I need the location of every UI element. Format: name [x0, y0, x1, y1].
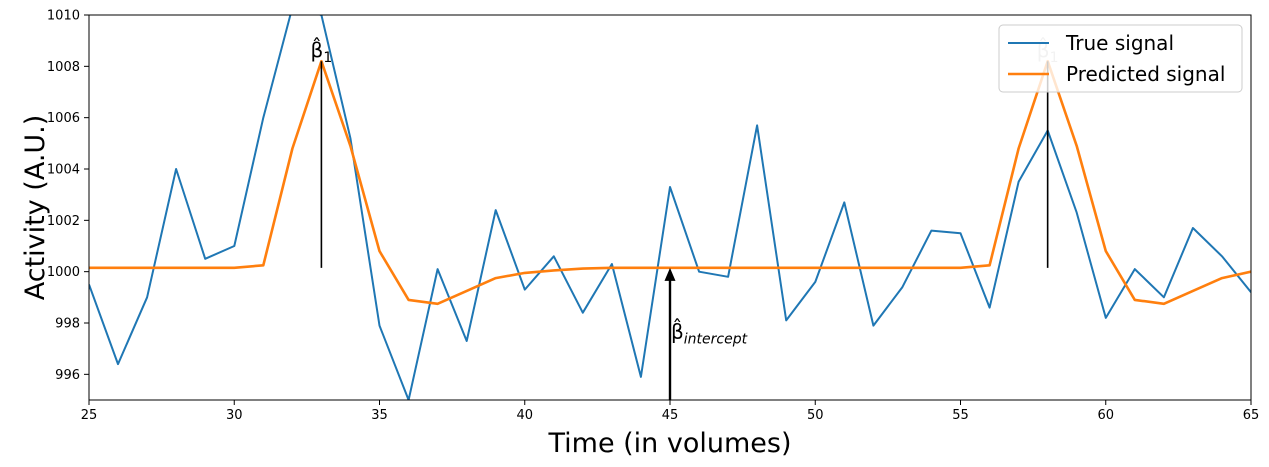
y-tick-label: 1000 [47, 265, 80, 280]
intercept-label: β̂intercept [671, 319, 748, 348]
y-tick-label: 1004 [47, 163, 80, 178]
beta1-symbol: β̂ [311, 38, 324, 63]
x-axis-label: Time (in volumes) [547, 428, 791, 459]
series-line-2 [89, 59, 1251, 306]
legend-label: Predicted signal [1066, 62, 1225, 86]
legend: True signal Predicted signal [998, 24, 1243, 93]
beta1-label: β̂1 [311, 38, 333, 67]
intercept-arrow-head [664, 267, 676, 281]
y-axis: 996 998 1000 1002 1004 1006 1008 1010 [47, 9, 89, 383]
x-axis: 25 30 35 40 45 50 55 60 65 [81, 400, 1260, 423]
intercept-symbol: β̂ [671, 319, 684, 344]
y-tick-label: 1006 [47, 111, 80, 126]
x-tick-label: 30 [226, 408, 243, 423]
y-tick-label: 1008 [47, 60, 80, 75]
legend-label: True signal [1065, 31, 1174, 55]
series-line-1 [89, 15, 1251, 400]
y-tick-label: 1010 [47, 9, 80, 24]
legend-box [998, 24, 1243, 93]
x-tick-label: 40 [516, 408, 533, 423]
x-tick-label: 60 [1097, 408, 1114, 423]
y-tick-label: 996 [55, 368, 80, 383]
x-tick-label: 55 [952, 408, 969, 423]
x-tick-label: 35 [371, 408, 388, 423]
y-tick-label: 998 [55, 317, 80, 332]
intercept-subscript: intercept [684, 331, 748, 347]
x-tick-label: 65 [1243, 408, 1260, 423]
x-tick-label: 45 [662, 408, 679, 423]
y-axis-label: Activity (A.U.) [20, 115, 51, 301]
x-tick-label: 25 [81, 408, 98, 423]
x-tick-label: 50 [807, 408, 824, 423]
y-tick-label: 1002 [47, 214, 80, 229]
beta1-subscript: 1 [323, 50, 332, 66]
annotations: β̂1β̂1β̂intercept [311, 38, 1058, 400]
